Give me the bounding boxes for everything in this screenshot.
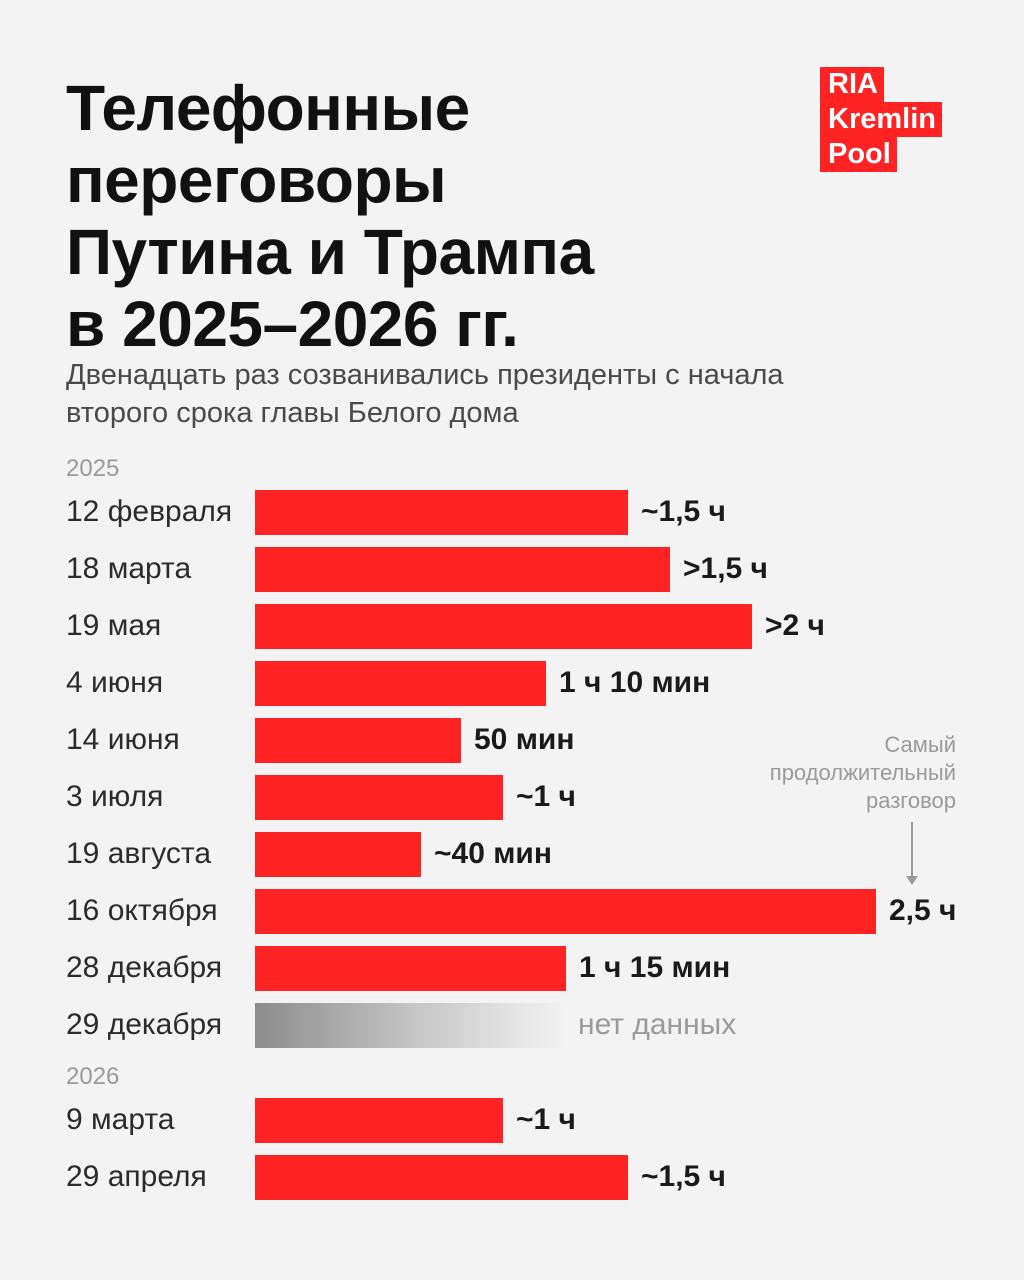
duration-bar	[255, 490, 628, 535]
duration-value-label: ~1 ч	[516, 780, 576, 813]
annotation-line: разговор	[866, 788, 956, 813]
year-label: 2026	[66, 1063, 120, 1090]
duration-bar	[255, 604, 752, 649]
duration-value-label: ~1 ч	[516, 1103, 576, 1136]
page-title: Телефонные переговоры Путина и Трампа в …	[66, 72, 786, 360]
year-label: 2025	[66, 455, 120, 482]
no-data-bar	[255, 1003, 565, 1048]
title-line: Телефонные	[66, 72, 470, 144]
duration-value-label: >2 ч	[765, 609, 825, 642]
duration-value-label: >1,5 ч	[683, 552, 768, 585]
title-line: Путина и Трампа	[66, 216, 594, 288]
annotation-line: продолжительный	[769, 760, 956, 785]
duration-value-label: ~1,5 ч	[641, 495, 726, 528]
subtitle-line: второго срока главы Белого дома	[66, 397, 519, 429]
duration-value-label: 50 мин	[474, 723, 575, 756]
date-label: 9 марта	[66, 1103, 175, 1136]
date-label: 4 июня	[66, 666, 164, 699]
logo-line: Kremlin	[820, 102, 942, 137]
logo-line: Pool	[820, 137, 897, 172]
title-line: переговоры	[66, 144, 447, 216]
date-label: 19 августа	[66, 837, 212, 870]
date-label: 19 мая	[66, 609, 162, 642]
date-label: 16 октября	[66, 894, 218, 927]
duration-value-label: ~1,5 ч	[641, 1160, 726, 1193]
duration-value-label: 1 ч 10 мин	[559, 666, 711, 699]
duration-bar	[255, 718, 461, 763]
duration-value-label: 2,5 ч	[889, 894, 957, 927]
duration-bar	[255, 946, 566, 991]
logo-line: RIA	[820, 67, 884, 102]
duration-value-label: ~40 мин	[434, 837, 552, 870]
duration-value-label: нет данных	[578, 1008, 737, 1041]
duration-value-label: 1 ч 15 мин	[579, 951, 731, 984]
date-label: 29 декабря	[66, 1008, 223, 1041]
duration-bar	[255, 1155, 628, 1200]
date-label: 3 июля	[66, 780, 164, 813]
title-line: в 2025–2026 гг.	[66, 288, 519, 360]
subtitle: Двенадцать раз созванивались президенты …	[66, 356, 906, 432]
annotation-line: Самый	[884, 732, 956, 757]
date-label: 12 февраля	[66, 495, 233, 528]
duration-bar	[255, 1098, 503, 1143]
date-label: 29 апреля	[66, 1160, 207, 1193]
duration-bar	[255, 889, 876, 934]
subtitle-line: Двенадцать раз созванивались президенты …	[66, 359, 784, 391]
annotation-arrow	[911, 822, 913, 878]
date-label: 28 декабря	[66, 951, 223, 984]
longest-call-annotation: Самый продолжительный разговор	[696, 731, 956, 815]
date-label: 14 июня	[66, 723, 180, 756]
duration-bar	[255, 547, 670, 592]
duration-bar	[255, 775, 503, 820]
duration-bar	[255, 661, 546, 706]
ria-kremlin-pool-logo: RIA Kremlin Pool	[820, 67, 942, 172]
duration-bar	[255, 832, 421, 877]
arrow-down-icon	[906, 876, 918, 885]
date-label: 18 марта	[66, 552, 192, 585]
